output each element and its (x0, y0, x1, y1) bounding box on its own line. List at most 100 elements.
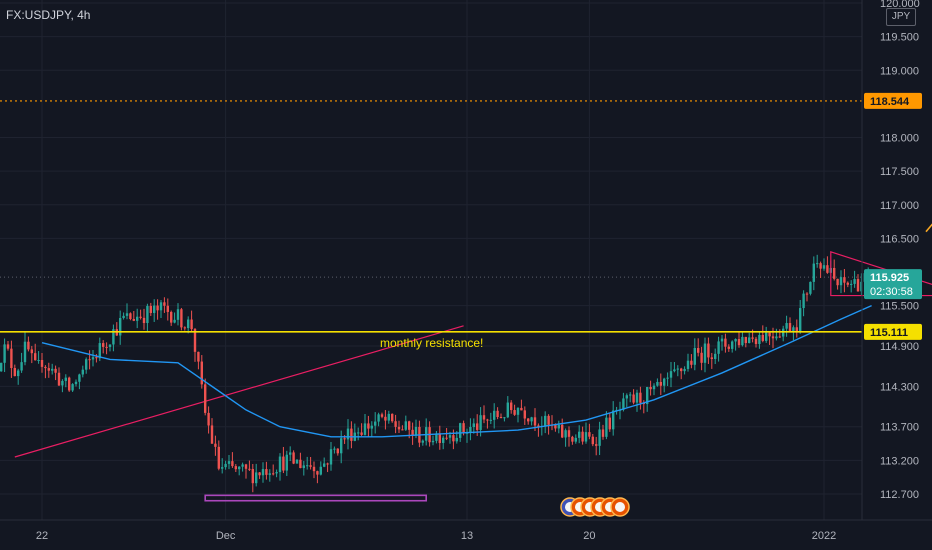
candle-body (598, 429, 601, 446)
candle-body (132, 318, 135, 321)
candle-body (204, 384, 207, 413)
candle-body (3, 344, 6, 363)
candle-body (768, 332, 771, 337)
candle-body (316, 471, 319, 475)
candle-body (639, 392, 642, 403)
candle-body (489, 419, 492, 421)
drawings-back (0, 100, 862, 458)
time-tick-label: 2022 (812, 530, 836, 542)
candle-body (557, 424, 560, 429)
candle-body (363, 423, 367, 435)
candle-body (588, 432, 591, 437)
candle-body (20, 362, 23, 371)
candle-body (809, 281, 812, 294)
candle-body (295, 459, 299, 464)
price-tick-label: 115.500 (880, 301, 919, 313)
candle-body (40, 360, 44, 367)
candle-body (574, 437, 577, 442)
candle-body (397, 426, 401, 430)
candle-body (13, 368, 16, 377)
candle-body (275, 472, 278, 474)
candle-body (187, 319, 190, 329)
candle-body (683, 368, 686, 372)
candle-body (493, 410, 496, 420)
candle-body (340, 438, 343, 454)
candle-body (173, 319, 176, 323)
candle-body (707, 343, 710, 358)
candle-body (686, 360, 690, 369)
candle-body (408, 421, 411, 430)
candle-body (578, 431, 581, 438)
candle-body (238, 466, 241, 470)
candle-body (734, 339, 737, 342)
candle-body (710, 357, 713, 359)
candle-body (81, 369, 84, 375)
candle-body (595, 444, 598, 446)
candle-body (401, 429, 404, 431)
candle-body (350, 428, 353, 441)
candle-body (697, 348, 700, 353)
candle-body (47, 368, 50, 371)
currency-badge[interactable]: JPY (886, 8, 916, 26)
candle-body (476, 423, 479, 430)
candles (0, 254, 870, 493)
candle-body (404, 421, 407, 430)
candle-body (442, 437, 445, 443)
candle-body (836, 278, 839, 286)
candle-body (510, 402, 513, 411)
candle-body (523, 410, 526, 419)
candle-body (261, 469, 265, 476)
candle-body (414, 426, 418, 436)
candle-body (64, 377, 67, 381)
candle-body (272, 473, 275, 475)
candle-body (319, 466, 322, 475)
candle-body (659, 381, 662, 386)
candle-body (17, 370, 20, 377)
price-tick-label: 112.700 (880, 489, 919, 501)
candle-body (68, 377, 71, 391)
candle-body (289, 452, 292, 455)
last-tag-bg (864, 269, 922, 300)
candle-body (731, 341, 734, 349)
candle-body (282, 456, 285, 471)
symbol-title[interactable]: FX:USDJPY, 4h (6, 8, 91, 22)
candle-body (805, 293, 809, 295)
candle-body (119, 317, 122, 336)
candle-body (190, 319, 193, 330)
price-tick-label: 113.200 (880, 455, 919, 467)
candle-body (323, 463, 326, 467)
candle-body (839, 277, 843, 286)
time-axis[interactable]: 22Dec13202022101724Feb (36, 530, 932, 542)
candle-body (10, 348, 13, 369)
candle-body (421, 440, 424, 443)
candle-body (516, 407, 520, 415)
candle-body (431, 440, 435, 443)
candle-body (727, 346, 730, 349)
candle-body (278, 456, 282, 473)
candle-body (690, 360, 693, 365)
economic-events[interactable] (560, 497, 630, 517)
candle-body (720, 338, 724, 342)
candle-body (71, 384, 74, 391)
candle-body (30, 349, 33, 354)
candle-body (197, 351, 200, 362)
candle-body (591, 436, 594, 445)
candle-body (622, 398, 625, 410)
price-axis[interactable]: 120.000 119.500 119.000 118.000 117.500 117.0… (880, 0, 920, 501)
candle-body (771, 336, 775, 339)
candle-body (360, 432, 363, 435)
candle-body (166, 305, 169, 312)
time-tick-label: 22 (36, 530, 48, 542)
candle-body (625, 395, 628, 399)
price-tick-label: 113.700 (880, 422, 919, 434)
candle-body (268, 473, 271, 475)
candle-body (846, 282, 849, 285)
candle-body (669, 371, 673, 378)
price-tick-label: 120.000 (880, 0, 920, 10)
candle-body (156, 305, 159, 311)
candle-body (122, 315, 125, 318)
candle-body (537, 425, 540, 427)
candle-body (57, 372, 61, 386)
candle-body (129, 313, 132, 319)
